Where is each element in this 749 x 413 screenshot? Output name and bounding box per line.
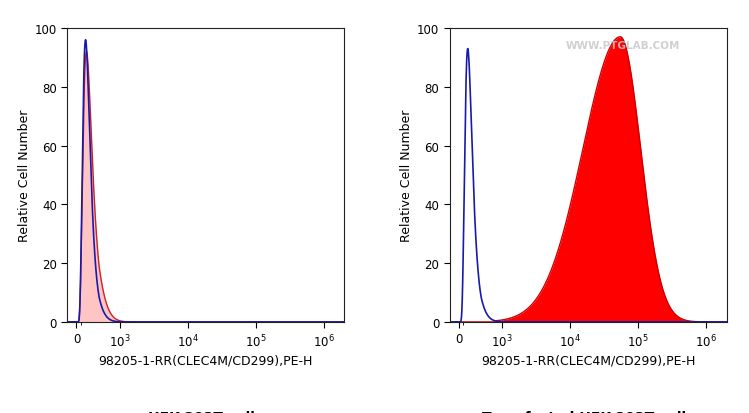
- X-axis label: 98205-1-RR(CLEC4M/CD299),PE-H: 98205-1-RR(CLEC4M/CD299),PE-H: [99, 353, 313, 366]
- X-axis label: 98205-1-RR(CLEC4M/CD299),PE-H: 98205-1-RR(CLEC4M/CD299),PE-H: [481, 353, 695, 366]
- Text: WWW.PTGLAB.COM: WWW.PTGLAB.COM: [566, 40, 680, 51]
- Text: HEK-293T cells: HEK-293T cells: [148, 410, 264, 413]
- Y-axis label: Relative Cell Number: Relative Cell Number: [17, 109, 31, 242]
- Y-axis label: Relative Cell Number: Relative Cell Number: [400, 109, 413, 242]
- Text: Transfected HEK-293T cells: Transfected HEK-293T cells: [482, 410, 694, 413]
